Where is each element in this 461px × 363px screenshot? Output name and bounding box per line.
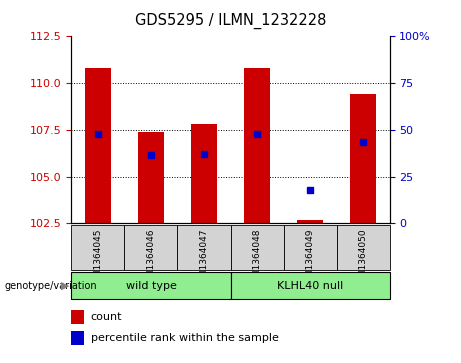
Text: GSM1364046: GSM1364046: [147, 229, 155, 289]
Bar: [71, 310, 84, 324]
FancyBboxPatch shape: [71, 225, 124, 270]
Text: genotype/variation: genotype/variation: [5, 281, 97, 291]
Text: count: count: [90, 312, 122, 322]
FancyBboxPatch shape: [337, 225, 390, 270]
Text: GSM1364048: GSM1364048: [253, 229, 261, 289]
Bar: [297, 220, 323, 223]
FancyBboxPatch shape: [71, 272, 230, 299]
Bar: [191, 124, 217, 223]
Text: GSM1364050: GSM1364050: [359, 229, 367, 289]
Bar: [71, 331, 84, 345]
Bar: [244, 68, 270, 223]
Text: GSM1364045: GSM1364045: [94, 229, 102, 289]
Text: KLHL40 null: KLHL40 null: [277, 281, 343, 291]
FancyBboxPatch shape: [284, 225, 337, 270]
Bar: [85, 68, 111, 223]
Text: GSM1364047: GSM1364047: [200, 229, 208, 289]
FancyBboxPatch shape: [230, 272, 390, 299]
FancyBboxPatch shape: [177, 225, 230, 270]
Text: ▶: ▶: [61, 281, 69, 291]
Text: percentile rank within the sample: percentile rank within the sample: [90, 333, 278, 343]
FancyBboxPatch shape: [230, 225, 284, 270]
Bar: [350, 94, 376, 223]
Text: wild type: wild type: [125, 281, 177, 291]
Text: GSM1364049: GSM1364049: [306, 229, 314, 289]
Text: GDS5295 / ILMN_1232228: GDS5295 / ILMN_1232228: [135, 13, 326, 29]
FancyBboxPatch shape: [124, 225, 177, 270]
Bar: [138, 132, 164, 223]
